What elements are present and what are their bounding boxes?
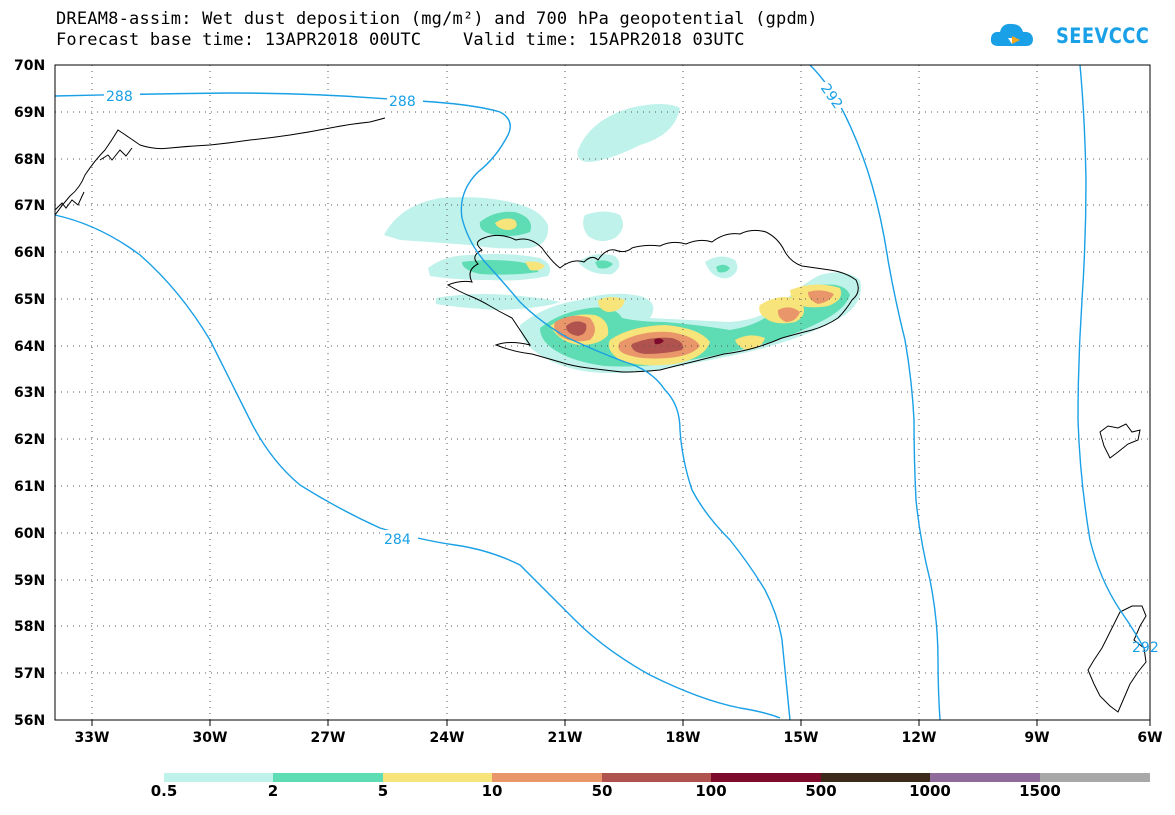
lat-label: 68N (14, 152, 45, 168)
axis-ticks (91, 720, 1151, 726)
coastlines (54, 117, 1147, 713)
colorbar-segment (492, 773, 602, 782)
colorbar-segment (711, 773, 821, 782)
lon-label: 24W (430, 730, 465, 746)
colorbar-label: 1500 (1019, 782, 1061, 800)
lat-label: 60N (14, 526, 45, 542)
geopotential-contours (54, 64, 1146, 721)
latitude-labels: 70N 69N 68N 67N 66N 65N 64N 63N 62N 61N … (14, 58, 45, 729)
lon-label: 12W (902, 730, 937, 746)
lon-label: 30W (193, 730, 228, 746)
contour-284 (54, 214, 781, 719)
lon-label: 33W (75, 730, 110, 746)
contour-label: 292 (1132, 640, 1159, 656)
lat-label: 67N (14, 198, 45, 214)
seevccc-logo (990, 23, 1033, 46)
colorbar-segment (1040, 773, 1150, 782)
contour-label: 288 (106, 89, 133, 105)
colorbar-segment (273, 773, 383, 782)
faroe-islands (1099, 423, 1141, 459)
contour-label: 284 (384, 532, 411, 548)
colorbar-label: 1000 (909, 782, 951, 800)
lat-label: 59N (14, 573, 45, 589)
contour-labels: 288 288 292 284 292 (104, 81, 1159, 656)
contour-292-east (1077, 64, 1146, 651)
lat-label: 61N (14, 479, 45, 495)
iceland-coast (446, 229, 859, 373)
lat-label: 56N (14, 713, 45, 729)
logo-text: SEEVCCC (1056, 24, 1150, 48)
colorbar-label: 5 (377, 782, 389, 800)
colorbar-segment (602, 773, 711, 782)
lat-label: 58N (14, 619, 45, 635)
colorbar-label: 2 (267, 782, 279, 800)
lon-label: 9W (1024, 730, 1049, 746)
map-title: DREAM8-assim: Wet dust deposition (mg/m²… (56, 9, 818, 29)
lat-lon-grid (55, 65, 1150, 720)
scotland-coast (1087, 605, 1147, 713)
colorbar-label: 100 (695, 782, 727, 800)
lat-label: 64N (14, 339, 45, 355)
colorbar-segment (164, 773, 273, 782)
contour-label: 288 (389, 94, 416, 110)
map-frame (54, 64, 1151, 721)
lat-label: 63N (14, 385, 45, 401)
colorbar-label: 0.5 (150, 782, 178, 800)
greenland-coast (54, 117, 386, 216)
colorbar-label: 10 (481, 782, 503, 800)
lat-label: 66N (14, 245, 45, 261)
colorbar-segment (821, 773, 930, 782)
colorbar-label: 500 (805, 782, 837, 800)
lon-label: 18W (666, 730, 701, 746)
lon-label: 27W (311, 730, 346, 746)
dust-deposition-field (384, 104, 861, 374)
lat-label: 69N (14, 105, 45, 121)
lat-label: 57N (14, 666, 45, 682)
lat-label: 62N (14, 432, 45, 448)
lon-label: 6W (1137, 730, 1162, 746)
lat-label: 65N (14, 292, 45, 308)
lat-label: 70N (14, 58, 45, 74)
lon-label: 15W (784, 730, 819, 746)
longitude-labels: 33W 30W 27W 24W 21W 18W 15W 12W 9W 6W (75, 730, 1163, 746)
forecast-times: Forecast base time: 13APR2018 00UTC Vali… (56, 30, 745, 50)
contour-292 (809, 64, 941, 721)
colorbar-segment (383, 773, 492, 782)
colorbar-label: 50 (591, 782, 613, 800)
colorbar-segment (930, 773, 1040, 782)
lon-label: 21W (548, 730, 583, 746)
